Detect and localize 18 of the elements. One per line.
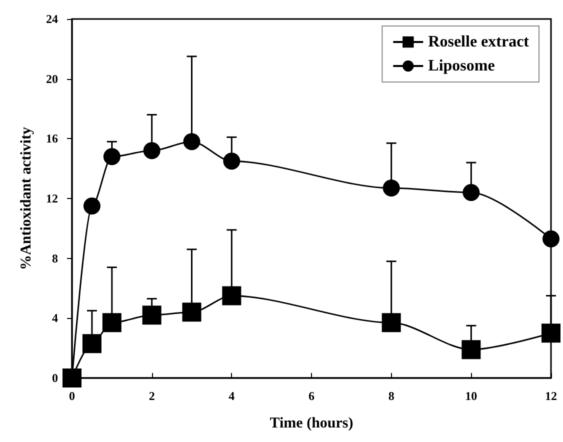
y-axis-title: %Antioxidant activity <box>18 126 34 270</box>
x-tick-label: 12 <box>545 389 557 403</box>
x-tick-label: 10 <box>465 389 478 403</box>
y-tick-label: 8 <box>52 251 58 266</box>
x-tick-label: 6 <box>308 389 314 403</box>
y-tick-label: 0 <box>52 371 58 385</box>
x-tick-label: 8 <box>388 389 394 403</box>
y-tick-label: 12 <box>46 192 58 206</box>
y-tick-label: 4 <box>52 311 58 326</box>
legend-label: Liposome <box>428 58 495 74</box>
x-tick-label: 2 <box>148 389 155 403</box>
x-axis-title: Time (hours) <box>270 416 354 432</box>
y-tick-label: 24 <box>46 12 58 26</box>
legend-label: Roselle extract <box>428 34 530 50</box>
x-tick-label: 0 <box>69 389 75 403</box>
y-tick-label: 16 <box>46 132 58 146</box>
y-tick-label: 20 <box>46 72 58 86</box>
x-tick-label: 4 <box>228 389 235 403</box>
